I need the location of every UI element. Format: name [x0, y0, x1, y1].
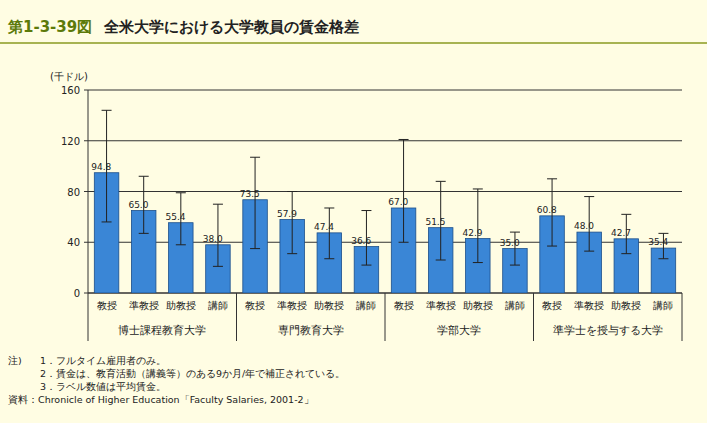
x-tick-label: 助教授	[166, 300, 196, 311]
data-label: 35.0	[500, 238, 520, 248]
x-tick-label: 講師	[653, 300, 673, 311]
tick	[84, 140, 88, 141]
data-label: 73.5	[240, 189, 260, 199]
group-label: 学部大学	[437, 324, 481, 336]
data-label: 65.0	[128, 200, 148, 210]
x-tick-label: 準教授	[277, 300, 307, 311]
data-label: 60.8	[537, 205, 557, 215]
data-label: 38.0	[203, 234, 223, 244]
tick-label: 40	[67, 237, 80, 248]
x-tick-label: 教授	[542, 300, 562, 311]
data-labels: 94.8 65.0 55.4 38.0 73.5 57.9 47.4 36.6 67.0 51.5…	[91, 162, 668, 248]
data-label: 42.7	[611, 228, 631, 238]
tick	[84, 90, 88, 91]
x-tick-label: 講師	[505, 300, 525, 311]
chart: 第1-3-39図全米大学における大学教員の賃金格差 (千ドル) 0 40 80 120 16…	[0, 0, 707, 423]
tick	[84, 242, 88, 243]
x-tick-label: 講師	[356, 300, 376, 311]
x-tick-label: 準教授	[129, 300, 159, 311]
group-separator	[88, 293, 89, 341]
x-tick-label: 教授	[245, 300, 265, 311]
data-label: 48.0	[574, 221, 594, 231]
group-label: 博士課程教育大学	[118, 324, 206, 336]
grid-line	[88, 140, 682, 141]
tick-label: 160	[61, 85, 80, 96]
notes-label: 注)	[8, 355, 22, 366]
x-tick-label: 教授	[394, 300, 414, 311]
group-label: 専門教育大学	[278, 324, 344, 336]
group-separator	[236, 293, 237, 341]
x-tick-label: 準教授	[574, 300, 604, 311]
y-axis	[88, 90, 89, 293]
error-bar	[399, 139, 409, 242]
group-separator	[682, 293, 683, 341]
x-tick-label: 助教授	[611, 300, 641, 311]
x-tick-label: 講師	[208, 300, 228, 311]
x-tick-label: 準教授	[426, 300, 456, 311]
data-label: 57.9	[277, 209, 297, 219]
y-label: (千ドル)	[50, 71, 88, 82]
data-label: 47.4	[314, 222, 334, 232]
error-bar	[287, 192, 297, 254]
tick	[84, 191, 88, 192]
note: 2．賃金は、教育活動（講義等）のある9か月/年で補正されている。	[40, 368, 345, 379]
title-rule	[0, 42, 707, 44]
note: 1．フルタイム雇用者のみ。	[40, 355, 166, 366]
bars	[94, 110, 675, 293]
grid-line	[88, 191, 682, 192]
note: 3．ラベル数値は平均賃金。	[40, 381, 166, 392]
group-label: 準学士を授与する大学	[553, 324, 663, 337]
data-label: 35.4	[648, 237, 668, 247]
tick-label: 80	[67, 187, 80, 198]
error-bar	[324, 208, 334, 259]
title: 第1-3-39図全米大学における大学教員の賃金格差	[7, 18, 359, 36]
tick-label: 0	[74, 288, 80, 299]
tick-label: 120	[61, 136, 80, 147]
group-separator	[533, 293, 534, 341]
x-tick-label: 助教授	[314, 300, 344, 311]
x-tick-label: 助教授	[463, 300, 493, 311]
data-label: 42.9	[463, 228, 483, 238]
group-separator	[385, 293, 386, 341]
data-label: 55.4	[166, 212, 186, 222]
error-bar	[473, 189, 483, 263]
error-bar	[250, 157, 260, 248]
data-label: 36.6	[351, 236, 371, 246]
tick	[84, 293, 88, 294]
source: 資料：Chronicle of Higher Education「Faculty…	[8, 394, 314, 405]
data-label: 94.8	[91, 162, 111, 172]
x-tick-label: 教授	[97, 300, 117, 311]
data-label: 67.0	[388, 197, 408, 207]
data-label: 51.5	[425, 217, 445, 227]
grid-line	[88, 90, 682, 91]
